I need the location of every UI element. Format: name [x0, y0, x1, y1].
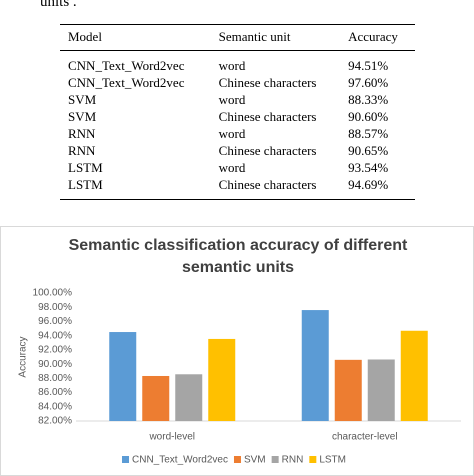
- x-tick-label: character-level: [332, 432, 398, 443]
- table-row: RNN word 88.57%: [60, 125, 415, 142]
- y-tick-label: 82.00%: [38, 416, 72, 427]
- y-tick-label: 84.00%: [38, 401, 72, 412]
- table-cell: RNN: [68, 126, 96, 141]
- results-table: Model Semantic unit Accuracy CNN_Text_Word2…: [60, 24, 415, 200]
- legend-swatch: [309, 456, 317, 463]
- table-cell: 94.69%: [340, 176, 415, 200]
- table-cell: LSTM: [68, 160, 103, 175]
- y-tick-label: 90.00%: [38, 359, 72, 370]
- table-cell: LSTM: [60, 176, 211, 200]
- column-header: Accuracy: [340, 24, 415, 51]
- column-header: Model: [60, 24, 211, 51]
- legend-swatch: [271, 456, 279, 463]
- bar: [142, 375, 170, 421]
- caption-fragment: units .: [40, 0, 77, 10]
- table-cell: SVM: [68, 92, 97, 107]
- chart-svg: 82.00% 84.00% 86.00% 88.00% 90.00% 92.00% 94.0…: [18, 288, 461, 466]
- chart-title: Semantic classification accuracy of diff…: [68, 237, 408, 276]
- y-tick-label: 86.00%: [38, 387, 72, 398]
- table-cell: 88.33%: [348, 92, 389, 107]
- legend-swatch: [233, 456, 241, 463]
- table-row: CNN_Text_Word2vec word 94.51%: [60, 51, 415, 75]
- table-cell: Chinese characters: [210, 176, 341, 200]
- table-cell: 94.51%: [348, 58, 389, 73]
- bar: [109, 332, 137, 421]
- table-row: LSTM word 93.54%: [60, 159, 415, 176]
- table-row: SVM Chinese characters 90.60%: [60, 108, 415, 125]
- table-cell: Chinese characters: [218, 75, 317, 90]
- table-cell: 93.54%: [348, 160, 389, 175]
- y-tick-label: 88.00%: [38, 373, 72, 384]
- y-tick-label: 98.00%: [38, 302, 72, 313]
- bar: [175, 374, 203, 421]
- table-row: CNN_Text_Word2vec Chinese characters 97.60…: [60, 74, 415, 91]
- bar: [367, 359, 395, 421]
- y-tick-label: 96.00%: [38, 316, 72, 327]
- y-tick-label: 92.00%: [38, 345, 72, 356]
- bar: [208, 338, 236, 421]
- legend-label: SVM: [244, 455, 266, 466]
- table-cell: Chinese characters: [218, 143, 317, 158]
- table-cell: word: [218, 58, 246, 73]
- table-cell: CNN_Text_Word2vec: [68, 75, 185, 90]
- y-axis-label: Accuracy: [18, 336, 29, 377]
- legend-swatch: [122, 456, 130, 463]
- table-cell: RNN: [68, 143, 96, 158]
- bar: [301, 310, 329, 421]
- x-tick-label: word-level: [148, 432, 195, 443]
- table-cell: 97.60%: [348, 75, 389, 90]
- table-cell: word: [218, 126, 246, 141]
- table-cell: word: [218, 92, 246, 107]
- legend-label: LSTM: [319, 455, 346, 466]
- chart: Semantic classification accuracy of diff…: [0, 226, 474, 476]
- legend-label: CNN_Text_Word2vec: [132, 455, 228, 466]
- bar: [334, 359, 362, 421]
- table-row: RNN Chinese characters 90.65%: [60, 142, 415, 159]
- table-cell: CNN_Text_Word2vec: [68, 58, 185, 73]
- table-cell: Chinese characters: [218, 109, 317, 124]
- column-header: Semantic unit: [210, 24, 341, 51]
- table-cell: 90.60%: [348, 109, 389, 124]
- y-tick-label: 100.00%: [33, 288, 73, 299]
- bar: [400, 330, 428, 421]
- y-tick-label: 94.00%: [38, 330, 72, 341]
- table-cell: 88.57%: [348, 126, 389, 141]
- table-cell: word: [218, 160, 246, 175]
- table-row: SVM word 88.33%: [60, 91, 415, 108]
- table-cell: SVM: [68, 109, 97, 124]
- table-cell: 90.65%: [348, 143, 389, 158]
- legend-label: RNN: [282, 455, 304, 466]
- table-row: LSTM Chinese characters 94.69%: [60, 176, 415, 200]
